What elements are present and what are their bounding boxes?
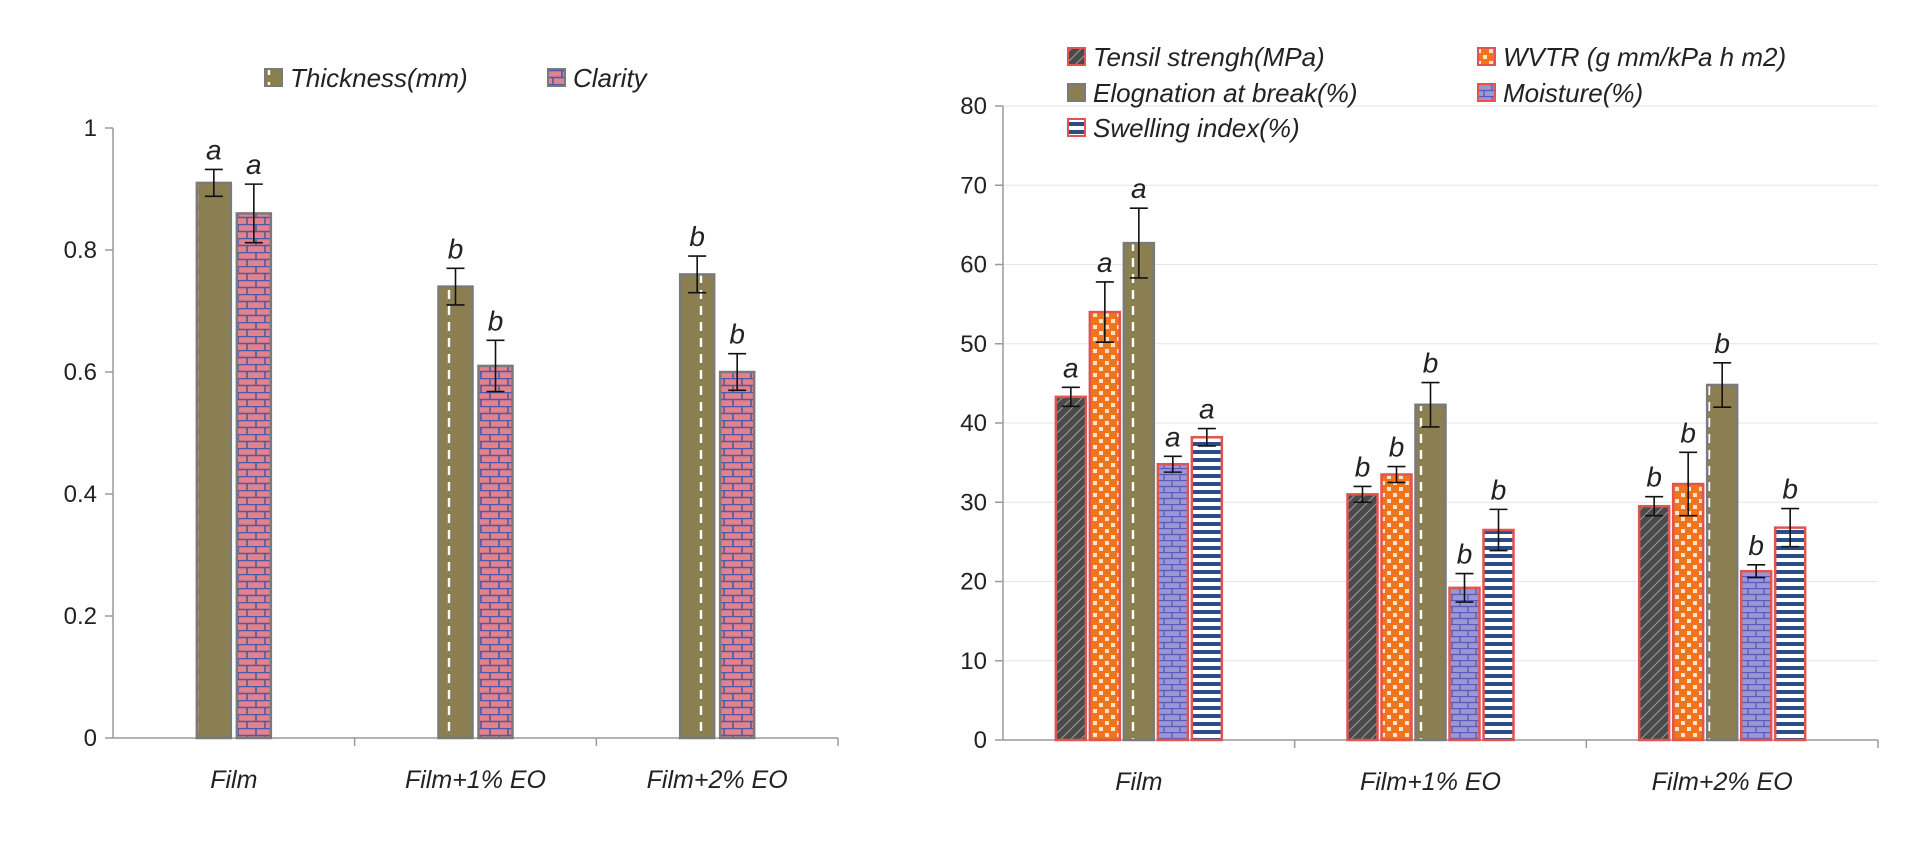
y-tick-label: 70	[960, 172, 987, 199]
bar	[1156, 462, 1190, 742]
significance-letter: a	[1165, 421, 1181, 452]
significance-letter: b	[1423, 348, 1439, 379]
significance-letter: b	[1748, 530, 1764, 561]
y-tick-label: 50	[960, 331, 987, 358]
legend-item: Elognation at break(%)	[1067, 78, 1357, 108]
significance-letter: b	[1491, 474, 1507, 505]
significance-letter: a	[1199, 394, 1215, 425]
significance-letter: b	[1457, 539, 1473, 570]
y-tick-label: 20	[960, 569, 987, 596]
significance-letter: a	[1097, 247, 1113, 278]
olive-dash-swatch-icon	[264, 68, 283, 87]
checker-swatch-icon	[1477, 47, 1496, 66]
significance-letter: b	[689, 221, 705, 252]
legend-label: Elognation at break(%)	[1093, 78, 1357, 108]
y-tick-label: 60	[960, 252, 987, 279]
bar	[477, 364, 514, 740]
significance-letter: b	[448, 233, 464, 264]
significance-letter: b	[729, 319, 745, 350]
legend-label: WVTR (g mm/kPa h m2)	[1503, 42, 1786, 72]
bar	[1739, 569, 1773, 742]
significance-letter: a	[1063, 352, 1079, 383]
y-tick-label: 0.6	[64, 359, 97, 386]
y-tick-label: 0.2	[64, 603, 97, 630]
bar	[1088, 310, 1122, 742]
bar	[195, 181, 233, 740]
chart-left: 0 0.2 0.4 0.6 0.8 1 Film a a Film+1% EO b b Film+2% …	[64, 63, 839, 794]
bar	[1190, 436, 1224, 742]
bar	[1773, 526, 1807, 742]
y-tick-label: 0.8	[64, 237, 97, 264]
x-tick-label: Film+1% EO	[1360, 768, 1501, 796]
y-tick-label: 0.4	[64, 481, 97, 508]
y-tick-label: 1	[84, 115, 97, 142]
moisture-swatch-icon	[1477, 83, 1496, 102]
legend-label: Moisture(%)	[1503, 78, 1643, 108]
x-tick-label: Film+1% EO	[405, 766, 546, 794]
bar	[1122, 241, 1156, 742]
bar	[1414, 403, 1447, 742]
bar	[1705, 383, 1739, 742]
y-tick-label: 80	[960, 93, 987, 120]
bar	[1637, 504, 1671, 742]
bar	[437, 285, 474, 740]
significance-letter: b	[1646, 462, 1662, 493]
legend-item: WVTR (g mm/kPa h m2)	[1477, 42, 1786, 72]
bar	[718, 370, 756, 740]
legend-label: Swelling index(%)	[1093, 113, 1300, 143]
x-tick-label: Film	[1115, 768, 1162, 796]
significance-letter: b	[1355, 451, 1371, 482]
brick-swatch-icon	[547, 68, 566, 87]
bar	[678, 273, 716, 740]
x-tick-label: Film	[210, 766, 257, 794]
significance-letter: a	[246, 149, 262, 180]
x-tick-label: Film+2% EO	[1652, 768, 1793, 796]
legend-item: Thickness(mm)	[264, 63, 468, 93]
significance-letter: b	[1389, 432, 1405, 463]
legend-item: Tensil strengh(MPa)	[1067, 42, 1325, 72]
bar	[1448, 586, 1481, 742]
bar	[1380, 473, 1413, 742]
legend-label: Thickness(mm)	[290, 63, 468, 93]
significance-letter: b	[1680, 417, 1696, 448]
x-tick-label: Film+2% EO	[647, 766, 788, 794]
legend-item: Swelling index(%)	[1067, 113, 1300, 143]
stripes-swatch-icon	[1067, 118, 1086, 137]
tensile-swatch-icon	[1067, 47, 1086, 66]
legend-item: Clarity	[547, 63, 649, 93]
y-tick-label: 10	[960, 648, 987, 675]
significance-letter: b	[1782, 474, 1798, 505]
olive-dash-swatch-icon	[1067, 83, 1086, 102]
bar	[1671, 482, 1705, 742]
y-tick-label: 0	[84, 725, 97, 752]
y-tick-label: 0	[974, 727, 987, 754]
significance-letter: b	[1714, 328, 1730, 359]
legend-label: Clarity	[573, 63, 649, 93]
bar	[1054, 395, 1088, 742]
bar	[1346, 493, 1379, 742]
bar	[1482, 528, 1515, 742]
legend-item: Moisture(%)	[1477, 78, 1643, 108]
significance-letter: a	[1131, 173, 1147, 204]
significance-letter: a	[206, 134, 222, 165]
y-tick-label: 30	[960, 489, 987, 516]
significance-letter: b	[488, 305, 504, 336]
bar	[235, 212, 273, 740]
legend-label: Tensil strengh(MPa)	[1093, 42, 1325, 72]
y-tick-label: 40	[960, 410, 987, 437]
